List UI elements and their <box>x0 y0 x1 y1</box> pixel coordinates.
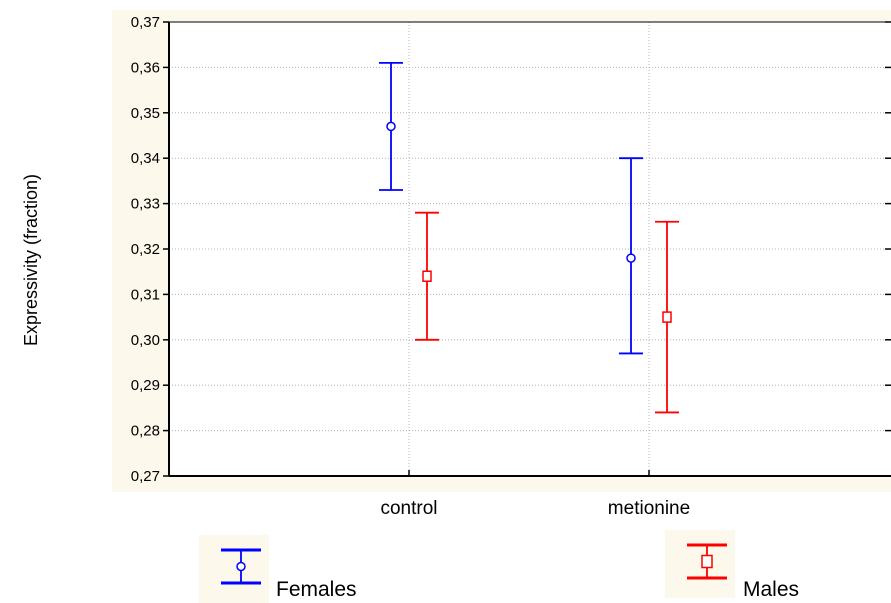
mean-point <box>662 311 672 323</box>
x-ticks: control metionine <box>380 470 690 519</box>
legend-label: Males <box>743 578 799 601</box>
y-tick-label: 0,36 <box>131 59 160 76</box>
y-tick-label: 0,32 <box>131 241 160 258</box>
y-axis-label: Expressivity (fraction) <box>21 174 41 346</box>
mean-point <box>386 121 396 132</box>
mean-point <box>626 253 636 263</box>
legend-item-males: Males <box>665 530 799 601</box>
legend-swatch-bg <box>665 530 735 598</box>
series-males <box>415 211 679 414</box>
y-ticks: 0,27 0,28 0,29 0,30 0,31 0,32 0,33 0,34 0,35 0,36… <box>131 14 891 485</box>
y-tick-label: 0,35 <box>131 105 160 122</box>
legend-label: Females <box>276 578 357 601</box>
gridlines <box>169 22 891 476</box>
legend-marker <box>701 554 713 569</box>
y-tick-label: 0,29 <box>131 377 160 394</box>
y-tick-label: 0,33 <box>131 196 160 213</box>
y-tick-label: 0,27 <box>131 468 160 485</box>
legend-marker <box>236 561 246 572</box>
y-tick-label: 0,30 <box>131 332 160 349</box>
legend-swatch-bg <box>199 535 269 603</box>
x-tick-label: control <box>380 498 437 519</box>
x-tick-label: metionine <box>608 498 690 519</box>
legend-item-females: Females <box>199 535 357 603</box>
legend: Females Males <box>199 530 799 603</box>
series-layer <box>379 61 679 414</box>
y-tick-label: 0,28 <box>131 423 160 440</box>
series-females <box>379 61 643 355</box>
y-tick-label: 0,37 <box>131 14 160 31</box>
y-tick-label: 0,31 <box>131 286 160 303</box>
mean-point <box>422 270 432 282</box>
y-tick-label: 0,34 <box>131 150 160 167</box>
